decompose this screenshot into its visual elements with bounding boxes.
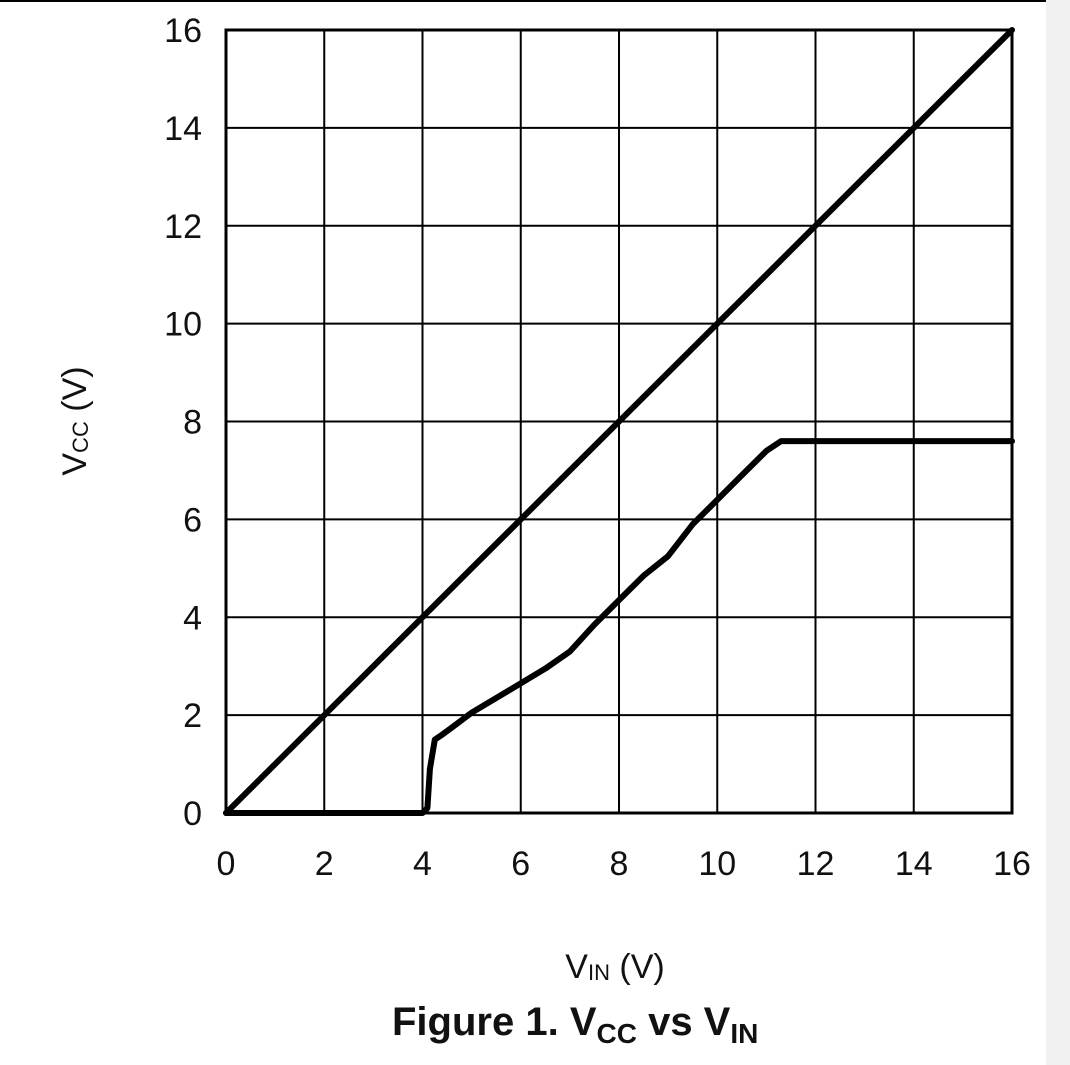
y-tick-label: 4 [183, 599, 202, 637]
series-layer [223, 27, 1015, 816]
y-tick-label: 10 [164, 306, 202, 344]
figure-caption: Figure 1. VCC vs VIN [0, 1000, 1070, 1060]
top-rule [0, 0, 1046, 2]
y-tick-label: 0 [183, 795, 202, 833]
x-tick-labels: 0 2 4 6 8 10 12 14 16 [217, 845, 1031, 883]
x-tick-label: 14 [895, 845, 933, 883]
caption-prefix: Figure 1. V [392, 1000, 597, 1044]
x-tick-label: 12 [797, 845, 835, 883]
caption-sub-cc: CC [596, 1018, 637, 1049]
x-tick-label: 8 [610, 845, 629, 883]
x-tick-label: 16 [993, 845, 1031, 883]
x-tick-label: 0 [217, 845, 236, 883]
x-tick-label: 2 [315, 845, 334, 883]
x-axis-title: VIN (V) [565, 948, 664, 986]
y-tick-label: 16 [164, 12, 202, 50]
plot-border [224, 28, 1014, 815]
vcc-vs-vin-chart: 0 2 4 6 8 10 12 14 16 0 2 4 6 8 10 12 14 16 VIN (V) VCC … [56, 12, 1031, 986]
series-line-2 [223, 438, 1015, 816]
x-tick-label: 4 [413, 845, 432, 883]
y-tick-label: 12 [164, 208, 202, 246]
y-tick-label: 6 [183, 501, 202, 539]
x-tick-label: 10 [698, 845, 736, 883]
y-tick-label: 8 [183, 404, 202, 442]
series-line-1 [223, 27, 1015, 816]
caption-sub-in: IN [730, 1018, 759, 1049]
y-axis-title: VCC (V) [56, 366, 94, 475]
y-tick-labels: 0 2 4 6 8 10 12 14 16 [164, 12, 202, 833]
caption-middle: vs V [636, 1000, 731, 1044]
page-margin-strip [1046, 0, 1070, 1065]
plot-frame [224, 28, 1014, 815]
y-tick-label: 2 [183, 697, 202, 735]
y-tick-label: 14 [164, 110, 202, 148]
x-tick-label: 6 [511, 845, 530, 883]
